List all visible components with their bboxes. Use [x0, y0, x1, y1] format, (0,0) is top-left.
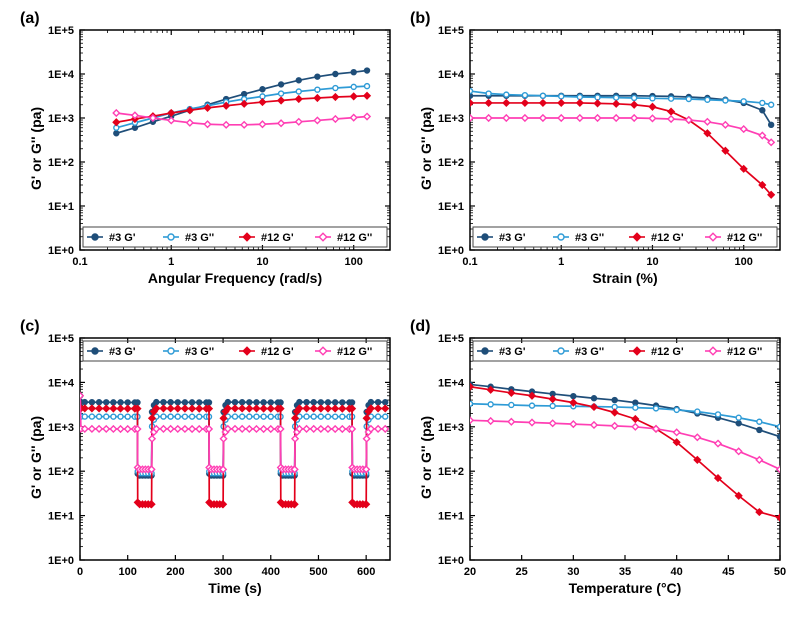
svg-text:1E+3: 1E+3: [48, 422, 74, 434]
panel-label: (d): [410, 318, 430, 336]
svg-text:1E+0: 1E+0: [48, 245, 74, 257]
svg-text:1E+5: 1E+5: [48, 333, 74, 345]
x-axis-label: Angular Frequency (rad/s): [80, 270, 390, 286]
svg-text:1: 1: [168, 256, 174, 268]
x-axis-label: Time (s): [80, 580, 390, 596]
figure: { "image_size": { "width": 800, "height"…: [0, 0, 800, 619]
svg-text:40: 40: [671, 566, 683, 578]
svg-text:1E+2: 1E+2: [48, 157, 74, 169]
legend-label: #3 G'': [575, 232, 604, 244]
legend-label: #3 G': [499, 346, 526, 358]
svg-text:400: 400: [262, 566, 280, 578]
svg-text:500: 500: [309, 566, 327, 578]
svg-text:1E+2: 1E+2: [48, 466, 74, 478]
svg-text:1E+1: 1E+1: [48, 511, 74, 523]
panel-c: (c) 1E+0 1E+1 1E+2 1E+3 1E+4 1E+5 0 100 200 300 400…: [18, 318, 400, 610]
y-axis-label: G' or G'' (pa): [28, 416, 44, 499]
svg-text:1E+3: 1E+3: [438, 422, 464, 434]
legend-label: #3 G': [109, 232, 136, 244]
svg-text:1E+1: 1E+1: [48, 201, 74, 213]
svg-text:1E+4: 1E+4: [48, 377, 75, 389]
svg-text:300: 300: [214, 566, 232, 578]
x-axis-label: Temperature (°C): [470, 580, 780, 596]
legend-label: #12 G': [261, 232, 294, 244]
legend-label: #12 G': [651, 232, 684, 244]
chart-svg: 1E+0 1E+1 1E+2 1E+3 1E+4 1E+5 0 100 200 300 400 500…: [18, 318, 400, 610]
svg-text:1E+2: 1E+2: [438, 157, 464, 169]
legend-label: #12 G'': [337, 346, 373, 358]
svg-text:1E+4: 1E+4: [48, 69, 75, 81]
panel-d: (d) 1E+0 1E+1 1E+2 1E+3 1E+4 1E+5 20 25 30 35 40 45 5…: [408, 318, 790, 610]
panel-b: (b) 1E+0 1E+1 1E+2 1E+3 1E+4 1E+5 0.1 1 10 100 #3 G…: [408, 10, 790, 300]
svg-text:1E+0: 1E+0: [48, 555, 74, 567]
svg-text:600: 600: [357, 566, 375, 578]
svg-text:35: 35: [619, 566, 631, 578]
svg-text:1: 1: [558, 256, 564, 268]
y-axis-label: G' or G'' (pa): [418, 416, 434, 499]
svg-text:10: 10: [646, 256, 658, 268]
svg-text:100: 100: [119, 566, 137, 578]
svg-text:200: 200: [166, 566, 184, 578]
svg-text:1E+4: 1E+4: [438, 377, 465, 389]
svg-text:1E+5: 1E+5: [438, 333, 464, 345]
legend-label: #12 G'': [337, 232, 373, 244]
legend-label: #3 G': [109, 346, 136, 358]
svg-text:50: 50: [774, 566, 786, 578]
panel-label: (a): [20, 10, 40, 28]
legend-label: #3 G'': [575, 346, 604, 358]
svg-text:1E+1: 1E+1: [438, 201, 464, 213]
chart-svg: 1E+0 1E+1 1E+2 1E+3 1E+4 1E+5 20 25 30 35 40 45 50 #3…: [408, 318, 790, 610]
svg-text:30: 30: [567, 566, 579, 578]
legend-label: #3 G': [499, 232, 526, 244]
legend-label: #3 G'': [185, 346, 214, 358]
y-axis-label: G' or G'' (pa): [28, 107, 44, 190]
legend-label: #3 G'': [185, 232, 214, 244]
svg-text:1E+4: 1E+4: [438, 69, 465, 81]
svg-text:1E+2: 1E+2: [438, 466, 464, 478]
legend-label: #12 G'': [727, 232, 763, 244]
svg-text:10: 10: [256, 256, 268, 268]
panel-label: (c): [20, 318, 40, 336]
svg-text:1E+1: 1E+1: [438, 511, 464, 523]
svg-text:1E+3: 1E+3: [48, 113, 74, 125]
svg-text:45: 45: [722, 566, 734, 578]
svg-text:100: 100: [345, 256, 363, 268]
svg-text:20: 20: [464, 566, 476, 578]
svg-text:100: 100: [735, 256, 753, 268]
chart-svg: 1E+0 1E+1 1E+2 1E+3 1E+4 1E+5 0.1 1 10 100 #3 G' #3…: [18, 10, 400, 300]
panel-label: (b): [410, 10, 430, 28]
svg-text:1E+0: 1E+0: [438, 245, 464, 257]
svg-text:1E+3: 1E+3: [438, 113, 464, 125]
svg-text:25: 25: [516, 566, 528, 578]
chart-svg: 1E+0 1E+1 1E+2 1E+3 1E+4 1E+5 0.1 1 10 100 #3 G' #3…: [408, 10, 790, 300]
svg-text:0.1: 0.1: [72, 256, 87, 268]
y-axis-label: G' or G'' (pa): [418, 107, 434, 190]
svg-text:0: 0: [77, 566, 83, 578]
panel-a: (a) 1E+0 1E+1 1E+2 1E+3 1E+4 1E+5 0.1 1 10 100 #3 G…: [18, 10, 400, 300]
svg-text:1E+5: 1E+5: [438, 25, 464, 37]
svg-text:1E+0: 1E+0: [438, 555, 464, 567]
x-axis-label: Strain (%): [470, 270, 780, 286]
legend-label: #12 G'': [727, 346, 763, 358]
legend-label: #12 G': [261, 346, 294, 358]
svg-text:0.1: 0.1: [462, 256, 477, 268]
legend-label: #12 G': [651, 346, 684, 358]
svg-text:1E+5: 1E+5: [48, 25, 74, 37]
